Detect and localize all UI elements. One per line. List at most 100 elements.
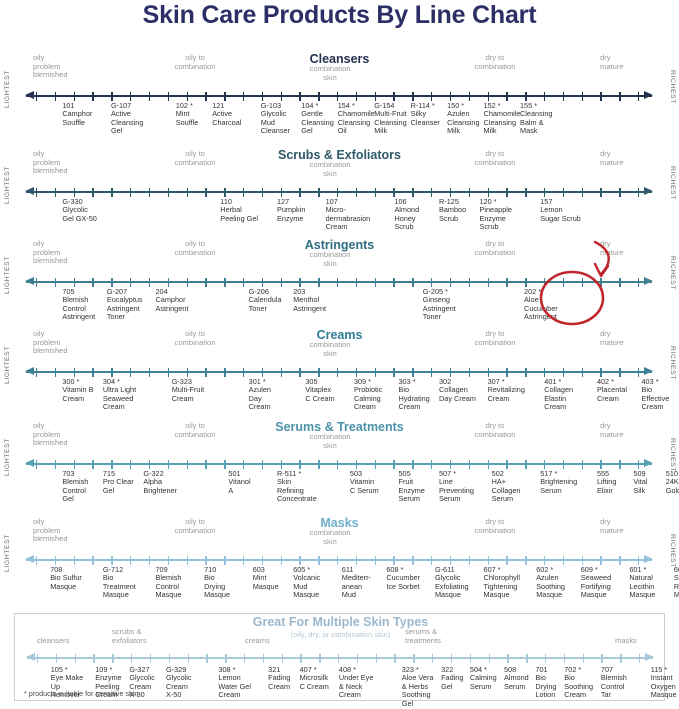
axis-tick [600, 91, 602, 101]
multi-product-label: G-327 Glycolic Cream X-30 [129, 665, 155, 700]
zone-label-1: oily to combination [174, 239, 216, 257]
axis-tick [563, 653, 566, 663]
product-label: 155 * Cleansing Balm & Mask [520, 101, 553, 136]
axis-tick [167, 555, 170, 565]
axis-tick [186, 367, 188, 377]
product-label: G-207 Eucalyptus Astringent Toner [106, 287, 143, 322]
axis-tick [36, 367, 38, 377]
axis-end-label-lightest: LIGHTEST [4, 346, 11, 385]
axis-tick [225, 653, 227, 663]
product-label: 555 Lifting Elixir [596, 469, 617, 495]
product-label: 517 * Brightening Serum [540, 469, 578, 495]
axis-tick [337, 91, 339, 101]
axis-tick [186, 187, 188, 197]
axis-tick [300, 653, 302, 663]
axis-tick [130, 459, 132, 469]
product-label: G-323 Multi-Fruit Cream [171, 377, 205, 403]
axis-tick [261, 555, 264, 565]
product-label: 703 Blemish Control Gel [62, 469, 89, 504]
product-label: 110 Herbal Peeling Gel [220, 197, 259, 223]
axis-tick [111, 459, 113, 469]
axis-tick [186, 555, 188, 565]
axis-tick [148, 367, 151, 377]
axis-tick [242, 187, 245, 197]
product-label: 709 Blemish Control Masque [155, 565, 182, 600]
axis-tick [562, 555, 565, 565]
zone-label-0: oily problem blemished [33, 517, 68, 544]
axis-tick [36, 91, 38, 101]
zone-label-4: dry mature [600, 53, 624, 71]
product-label: R-125 Bamboo Scrub [439, 197, 467, 223]
axis-tick [413, 653, 415, 663]
axis-tick [224, 367, 226, 377]
product-label: 301 * Azulen Day Cream [248, 377, 271, 412]
axis-tick [299, 277, 301, 287]
product-label: 152 * Chamomile Cleansing Milk [483, 101, 521, 136]
product-label: 107 Micro- dermabrasion Cream [325, 197, 371, 232]
axis-tick [562, 459, 565, 469]
axis-tick [468, 91, 471, 101]
zone-label-0: oily problem blemished [33, 149, 68, 176]
axis-bar [26, 191, 652, 193]
axis-tick [600, 459, 602, 469]
category-title: Creams [316, 328, 363, 342]
axis-tick [374, 277, 377, 287]
axis-tick [600, 555, 602, 565]
axis-tick [526, 653, 528, 663]
axis-end-label-lightest: LIGHTEST [4, 70, 11, 109]
axis-tick [487, 91, 489, 101]
axis-tick [487, 555, 489, 565]
axis-tick [601, 653, 603, 663]
multi-group-label-0: cleansers [37, 636, 70, 645]
axis-tick [449, 459, 452, 469]
product-label: G-107 Active Cleansing Gel [110, 101, 144, 136]
axis-tick [394, 653, 396, 663]
axis-tick [468, 277, 471, 287]
axis-tick [224, 187, 226, 197]
axis-tick [93, 653, 95, 663]
axis-tick [449, 555, 452, 565]
product-label: G-322 Alpha Brightener [143, 469, 178, 495]
axis-tick [525, 277, 527, 287]
axis-tick [543, 277, 546, 287]
zone-label-4: dry mature [600, 149, 624, 167]
product-label: 106 Almond Honey Scrub [394, 197, 420, 232]
axis-tick [262, 653, 265, 663]
axis-tick [543, 367, 546, 377]
axis-tick [581, 187, 583, 197]
axis-tick [525, 459, 527, 469]
axis-tick [506, 187, 508, 197]
multi-product-label: 701 Bio Drying Lotion [535, 665, 557, 700]
axis-line [25, 458, 653, 470]
zone-label-2: combination skin [309, 528, 351, 546]
axis-tick [619, 187, 621, 197]
axis-tick [242, 91, 245, 101]
axis-end-label-richest: RICHEST [669, 256, 676, 291]
axis-tick [111, 91, 113, 101]
axis-tick [148, 187, 151, 197]
product-label: 710 Bio Drying Masque [204, 565, 231, 600]
product-label: 154 * Chamomile Cleansing Oil [337, 101, 375, 136]
axis-tick [525, 367, 527, 377]
axis-tick [73, 367, 76, 377]
axis-tick [582, 653, 584, 663]
axis-tick [487, 459, 489, 469]
axis-tick [449, 187, 452, 197]
product-label: 307 * Revitalizing Cream [487, 377, 525, 403]
axis-tick [600, 367, 602, 377]
axis-tick [205, 459, 207, 469]
product-label: 505 Fruit Enzyme Serum [398, 469, 425, 504]
axis-tick [111, 555, 113, 565]
axis-tick [299, 367, 301, 377]
axis-tick [186, 277, 188, 287]
axis-tick [355, 187, 358, 197]
zone-label-3: dry to combination [474, 239, 516, 257]
axis-tick [393, 555, 395, 565]
axis-tick [280, 367, 282, 377]
axis-tick [36, 459, 38, 469]
axis-tick [468, 367, 471, 377]
axis-tick [488, 653, 490, 663]
category-title: Astringents [304, 238, 375, 252]
multi-box-title: Great For Multiple Skin Types [252, 615, 429, 629]
axis-tick [468, 459, 471, 469]
